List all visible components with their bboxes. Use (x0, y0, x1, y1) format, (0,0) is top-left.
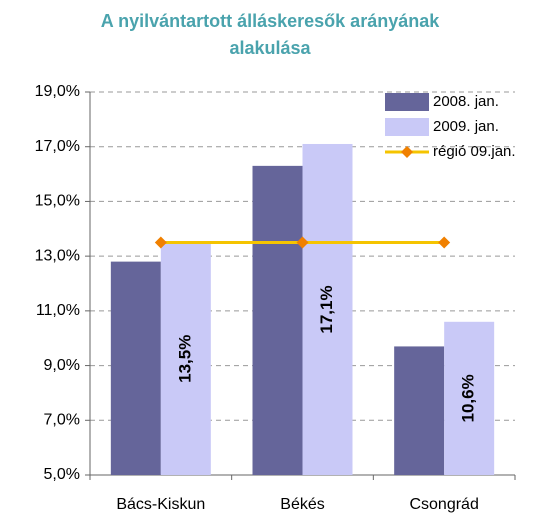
x-tick-label: Bács-Kiskun (116, 496, 205, 513)
bar (394, 346, 445, 475)
legend-marker (401, 146, 413, 158)
bar (302, 143, 353, 475)
y-tick-label: 17,0% (35, 138, 80, 155)
bar (160, 242, 211, 475)
bar (252, 165, 303, 475)
y-tick-label: 13,0% (35, 247, 80, 264)
value-label: 13,5% (175, 335, 194, 383)
y-tick-label: 11,0% (36, 302, 80, 319)
legend-label: régió 09.jan. (433, 143, 516, 160)
y-tick-label: 15,0% (35, 193, 80, 210)
bar (444, 321, 495, 475)
legend-label: 2008. jan. (433, 93, 499, 110)
legend-label: 2009. jan. (433, 118, 499, 135)
y-tick-label: 7,0% (44, 412, 80, 429)
marker (438, 236, 451, 249)
value-label: 10,6% (459, 374, 478, 422)
x-tick-label: Csongrád (409, 496, 478, 513)
legend-swatch (385, 118, 429, 136)
legend-swatch (385, 93, 429, 111)
x-tick-label: Békés (280, 496, 324, 513)
marker (296, 236, 309, 249)
value-label: 17,1% (317, 285, 336, 333)
y-tick-label: 5,0% (44, 466, 80, 483)
y-tick-label: 19,0% (35, 83, 80, 100)
marker (154, 236, 167, 249)
y-tick-label: 9,0% (44, 357, 80, 374)
bar (110, 261, 161, 475)
chart-title: A nyilvántartott álláskeresők arányának … (100, 11, 440, 58)
